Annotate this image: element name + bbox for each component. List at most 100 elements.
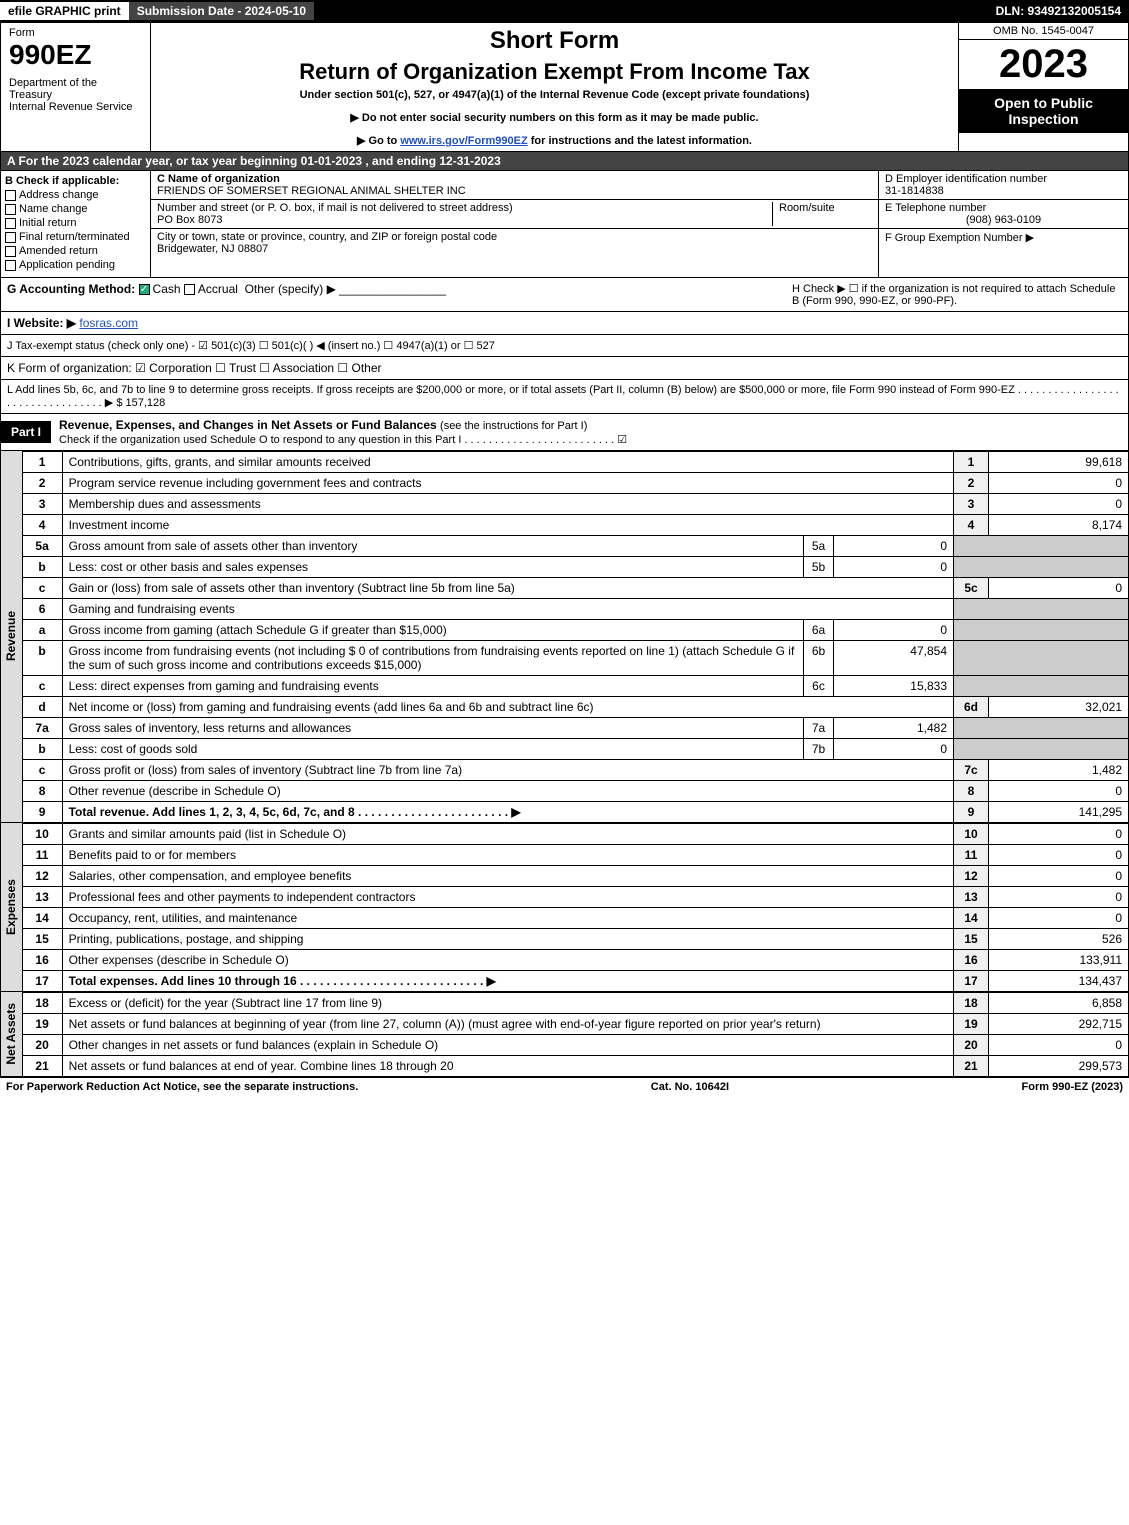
form-label: Form <box>9 27 142 39</box>
line-14: 14Occupancy, rent, utilities, and mainte… <box>22 908 1128 929</box>
e-phone-value: (908) 963-0109 <box>885 214 1122 226</box>
footer-catno: Cat. No. 10642I <box>651 1081 729 1093</box>
expenses-section: Expenses 10Grants and similar amounts pa… <box>0 823 1129 992</box>
efile-print-label[interactable]: efile GRAPHIC print <box>0 2 129 20</box>
d-ein-label: D Employer identification number <box>885 173 1047 185</box>
b-opt-initial: Initial return <box>19 217 76 229</box>
part1-header: Part I Revenue, Expenses, and Changes in… <box>0 414 1129 451</box>
line-19: 19Net assets or fund balances at beginni… <box>22 1014 1128 1035</box>
section-c: C Name of organization FRIENDS OF SOMERS… <box>151 171 878 277</box>
section-de: D Employer identification number 31-1814… <box>878 171 1128 277</box>
short-form-title: Short Form <box>155 27 954 55</box>
line-5a: 5aGross amount from sale of assets other… <box>22 536 1128 557</box>
line-20: 20Other changes in net assets or fund ba… <box>22 1035 1128 1056</box>
part1-sub: (see the instructions for Part I) <box>440 420 587 432</box>
line-17: 17Total expenses. Add lines 10 through 1… <box>22 971 1128 992</box>
note-goto: ▶ Go to www.irs.gov/Form990EZ for instru… <box>155 134 954 147</box>
part1-checkline: Check if the organization used Schedule … <box>59 434 627 446</box>
line-5b: bLess: cost or other basis and sales exp… <box>22 557 1128 578</box>
checkbox-accrual[interactable] <box>184 284 195 295</box>
form-header: Form 990EZ Department of the Treasury In… <box>0 22 1129 152</box>
section-b: B Check if applicable: Address change Na… <box>1 171 151 277</box>
f-group-label: F Group Exemption Number ▶ <box>885 232 1034 244</box>
line-j: J Tax-exempt status (check only one) - ☑… <box>0 335 1129 357</box>
note-ssn: ▶ Do not enter social security numbers o… <box>155 111 954 124</box>
footer-right: Form 990-EZ (2023) <box>1022 1081 1123 1093</box>
line-a-taxyear: A For the 2023 calendar year, or tax yea… <box>0 152 1129 171</box>
revenue-vlabel: Revenue <box>2 607 20 665</box>
c-street-value: PO Box 8073 <box>157 214 222 226</box>
line-15: 15Printing, publications, postage, and s… <box>22 929 1128 950</box>
website-link[interactable]: fosras.com <box>79 316 138 330</box>
subtitle: Under section 501(c), 527, or 4947(a)(1)… <box>155 89 954 101</box>
open-to-public: Open to Public Inspection <box>959 89 1128 133</box>
line-l: L Add lines 5b, 6c, and 7b to line 9 to … <box>0 380 1129 414</box>
c-city-label: City or town, state or province, country… <box>157 231 497 243</box>
b-opt-address: Address change <box>19 189 99 201</box>
section-b-title: B Check if applicable: <box>5 175 119 187</box>
line-8: 8Other revenue (describe in Schedule O)8… <box>22 781 1128 802</box>
c-name-value: FRIENDS OF SOMERSET REGIONAL ANIMAL SHEL… <box>157 185 466 197</box>
line-6: 6Gaming and fundraising events <box>22 599 1128 620</box>
checkbox-address-change[interactable] <box>5 190 16 201</box>
goto-post: for instructions and the latest informat… <box>528 135 752 147</box>
i-label: I Website: ▶ <box>7 316 76 330</box>
b-opt-name: Name change <box>19 203 88 215</box>
revenue-section: Revenue 1Contributions, gifts, grants, a… <box>0 451 1129 823</box>
line-6d: dNet income or (loss) from gaming and fu… <box>22 697 1128 718</box>
g-cash: Cash <box>153 282 181 296</box>
checkbox-final-return[interactable] <box>5 232 16 243</box>
return-title: Return of Organization Exempt From Incom… <box>155 59 954 85</box>
d-ein-value: 31-1814838 <box>885 185 944 197</box>
line-21: 21Net assets or fund balances at end of … <box>22 1056 1128 1077</box>
c-city-value: Bridgewater, NJ 08807 <box>157 243 268 255</box>
omb-number: OMB No. 1545-0047 <box>959 23 1128 40</box>
dln: DLN: 93492132005154 <box>988 2 1129 20</box>
line-1: 1Contributions, gifts, grants, and simil… <box>22 452 1128 473</box>
line-18: 18Excess or (deficit) for the year (Subt… <box>22 993 1128 1014</box>
line-7b: bLess: cost of goods sold7b0 <box>22 739 1128 760</box>
line-k: K Form of organization: ☑ Corporation ☐ … <box>0 357 1129 380</box>
line-i: I Website: ▶ fosras.com <box>0 312 1129 335</box>
g-label: G Accounting Method: <box>7 282 135 296</box>
b-opt-pending: Application pending <box>19 259 115 271</box>
expenses-vlabel: Expenses <box>2 875 20 939</box>
line-2: 2Program service revenue including gover… <box>22 473 1128 494</box>
line-13: 13Professional fees and other payments t… <box>22 887 1128 908</box>
submission-date: Submission Date - 2024-05-10 <box>129 2 314 20</box>
checkbox-amended[interactable] <box>5 246 16 257</box>
info-block: B Check if applicable: Address change Na… <box>0 171 1129 278</box>
checkbox-name-change[interactable] <box>5 204 16 215</box>
line-5c: cGain or (loss) from sale of assets othe… <box>22 578 1128 599</box>
c-room-label: Room/suite <box>779 202 835 214</box>
g-accrual: Accrual <box>198 282 238 296</box>
b-opt-final: Final return/terminated <box>19 231 130 243</box>
line-9: 9Total revenue. Add lines 1, 2, 3, 4, 5c… <box>22 802 1128 823</box>
c-street-label: Number and street (or P. O. box, if mail… <box>157 202 513 214</box>
line-3: 3Membership dues and assessments30 <box>22 494 1128 515</box>
netassets-section: Net Assets 18Excess or (deficit) for the… <box>0 992 1129 1077</box>
line-h: H Check ▶ ☐ if the organization is not r… <box>792 282 1122 307</box>
line-16: 16Other expenses (describe in Schedule O… <box>22 950 1128 971</box>
c-name-label: C Name of organization <box>157 173 280 185</box>
line-6b: bGross income from fundraising events (n… <box>22 641 1128 676</box>
line-4: 4Investment income48,174 <box>22 515 1128 536</box>
footer-left: For Paperwork Reduction Act Notice, see … <box>6 1081 358 1093</box>
checkbox-cash[interactable]: ✓ <box>139 284 150 295</box>
page-footer: For Paperwork Reduction Act Notice, see … <box>0 1077 1129 1096</box>
g-other: Other (specify) ▶ <box>245 282 336 296</box>
form-number: 990EZ <box>9 39 142 71</box>
part1-title: Revenue, Expenses, and Changes in Net As… <box>59 418 437 432</box>
irs-link[interactable]: www.irs.gov/Form990EZ <box>400 135 527 147</box>
line-12: 12Salaries, other compensation, and empl… <box>22 866 1128 887</box>
line-7c: cGross profit or (loss) from sales of in… <box>22 760 1128 781</box>
part1-label: Part I <box>1 421 51 443</box>
line-11: 11Benefits paid to or for members110 <box>22 845 1128 866</box>
checkbox-initial-return[interactable] <box>5 218 16 229</box>
goto-pre: ▶ Go to <box>357 135 400 147</box>
topbar: efile GRAPHIC print Submission Date - 20… <box>0 0 1129 22</box>
tax-year: 2023 <box>959 40 1128 89</box>
b-opt-amended: Amended return <box>19 245 98 257</box>
department: Department of the Treasury Internal Reve… <box>9 77 142 113</box>
checkbox-pending[interactable] <box>5 260 16 271</box>
